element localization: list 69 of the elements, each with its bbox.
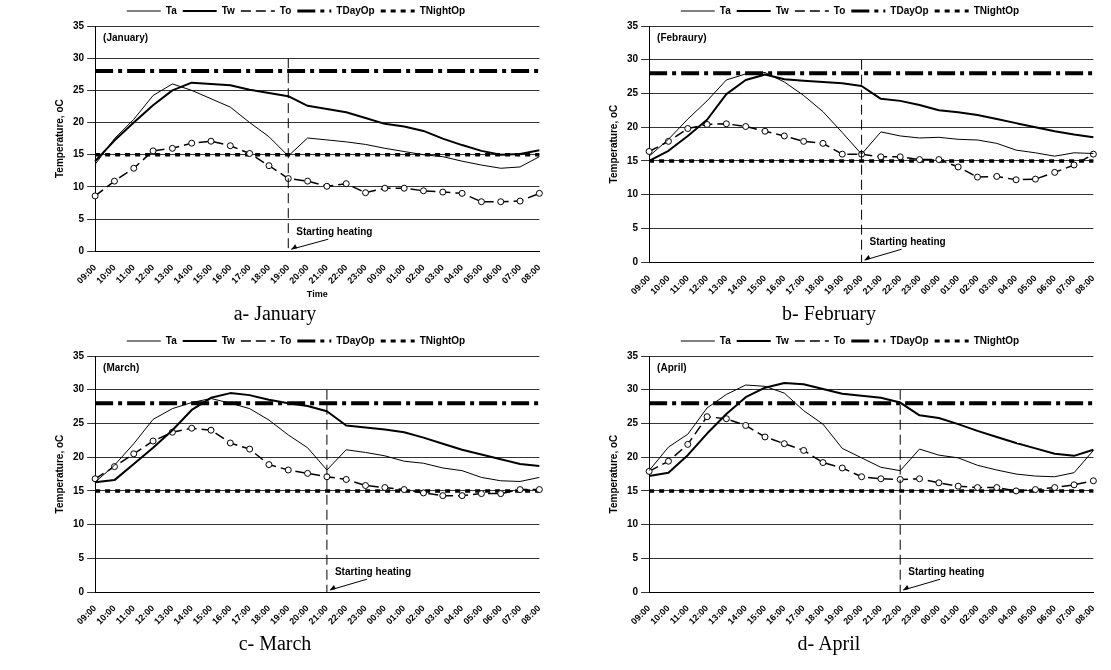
text: a- January [232,301,318,326]
y-tick-label: 20 [73,116,85,128]
annotation: (Febraury) [657,31,707,43]
legend-label: To [279,334,292,346]
y-tick-label: 35 [73,19,85,31]
text: b- February [781,301,877,326]
ref-line-label: Starting heating [334,566,412,578]
y-tick-label: 15 [627,154,639,166]
y-tick-label: 25 [627,87,639,99]
y-tick-label: 25 [627,417,639,429]
legend-label: TDayOp [890,334,929,346]
y-tick-label: 25 [73,417,85,429]
legend-label: TDayOp [336,4,375,16]
legend-label: TNightOp [419,334,466,346]
ref-line-label: Starting heating [296,226,373,238]
legend-label: TDayOp [890,4,929,16]
legend-label: Tw [775,4,790,16]
y-tick-label: 0 [78,585,85,597]
legend-label: To [279,4,292,16]
y-axis-title: Temperature, oC [607,434,619,514]
text: c- March [237,631,313,656]
y-tick-label: 5 [78,212,85,224]
annotation: (April) [657,361,687,373]
y-tick-label: 10 [73,518,85,530]
y-tick-label: 20 [627,450,639,462]
y-tick-label: 5 [78,552,85,564]
legend-label: Tw [221,4,236,16]
y-tick-label: 20 [627,120,639,132]
legend-label: TDayOp [336,334,375,346]
y-tick-label: 20 [73,450,85,462]
legend-label: Ta [165,334,178,346]
legend-label: TNightOp [419,4,466,16]
legend-label: Tw [221,334,236,346]
x-axis-title: Time [306,289,328,300]
y-tick-label: 30 [73,51,85,63]
y-tick-label: 10 [627,188,639,200]
ref-line-label: Starting heating [869,236,946,248]
y-axis-title: Temperature, oC [607,104,619,184]
y-axis-title: Temperature, oC [53,99,65,179]
legend-label: Tw [775,334,790,346]
y-tick-label: 10 [73,180,85,192]
y-tick-label: 30 [627,53,639,65]
legend-label: To [833,4,846,16]
y-axis-title: Temperature, oC [53,434,65,514]
y-tick-label: 25 [73,84,85,96]
legend-label: Ta [719,334,732,346]
ref-line-label: Starting heating [908,566,985,578]
text: d- April [796,631,862,656]
annotation: (January) [103,31,149,43]
y-tick-label: 35 [627,349,639,361]
legend-label: TNightOp [973,4,1020,16]
y-tick-label: 0 [632,255,639,267]
y-tick-label: 5 [632,552,639,564]
y-tick-label: 15 [73,148,85,160]
legend-label: Ta [719,4,732,16]
legend-label: TNightOp [973,334,1020,346]
y-tick-label: 5 [632,222,639,234]
legend-label: To [833,334,846,346]
y-tick-label: 30 [627,383,639,395]
y-tick-label: 15 [73,484,85,496]
y-tick-label: 10 [627,518,639,530]
annotation: (March) [103,361,140,373]
y-tick-label: 35 [73,349,85,361]
y-tick-label: 0 [78,245,85,257]
y-tick-label: 15 [627,484,639,496]
legend-label: Ta [165,4,178,16]
y-tick-label: 35 [627,19,639,31]
y-tick-label: 0 [632,585,639,597]
y-tick-label: 30 [73,383,85,395]
